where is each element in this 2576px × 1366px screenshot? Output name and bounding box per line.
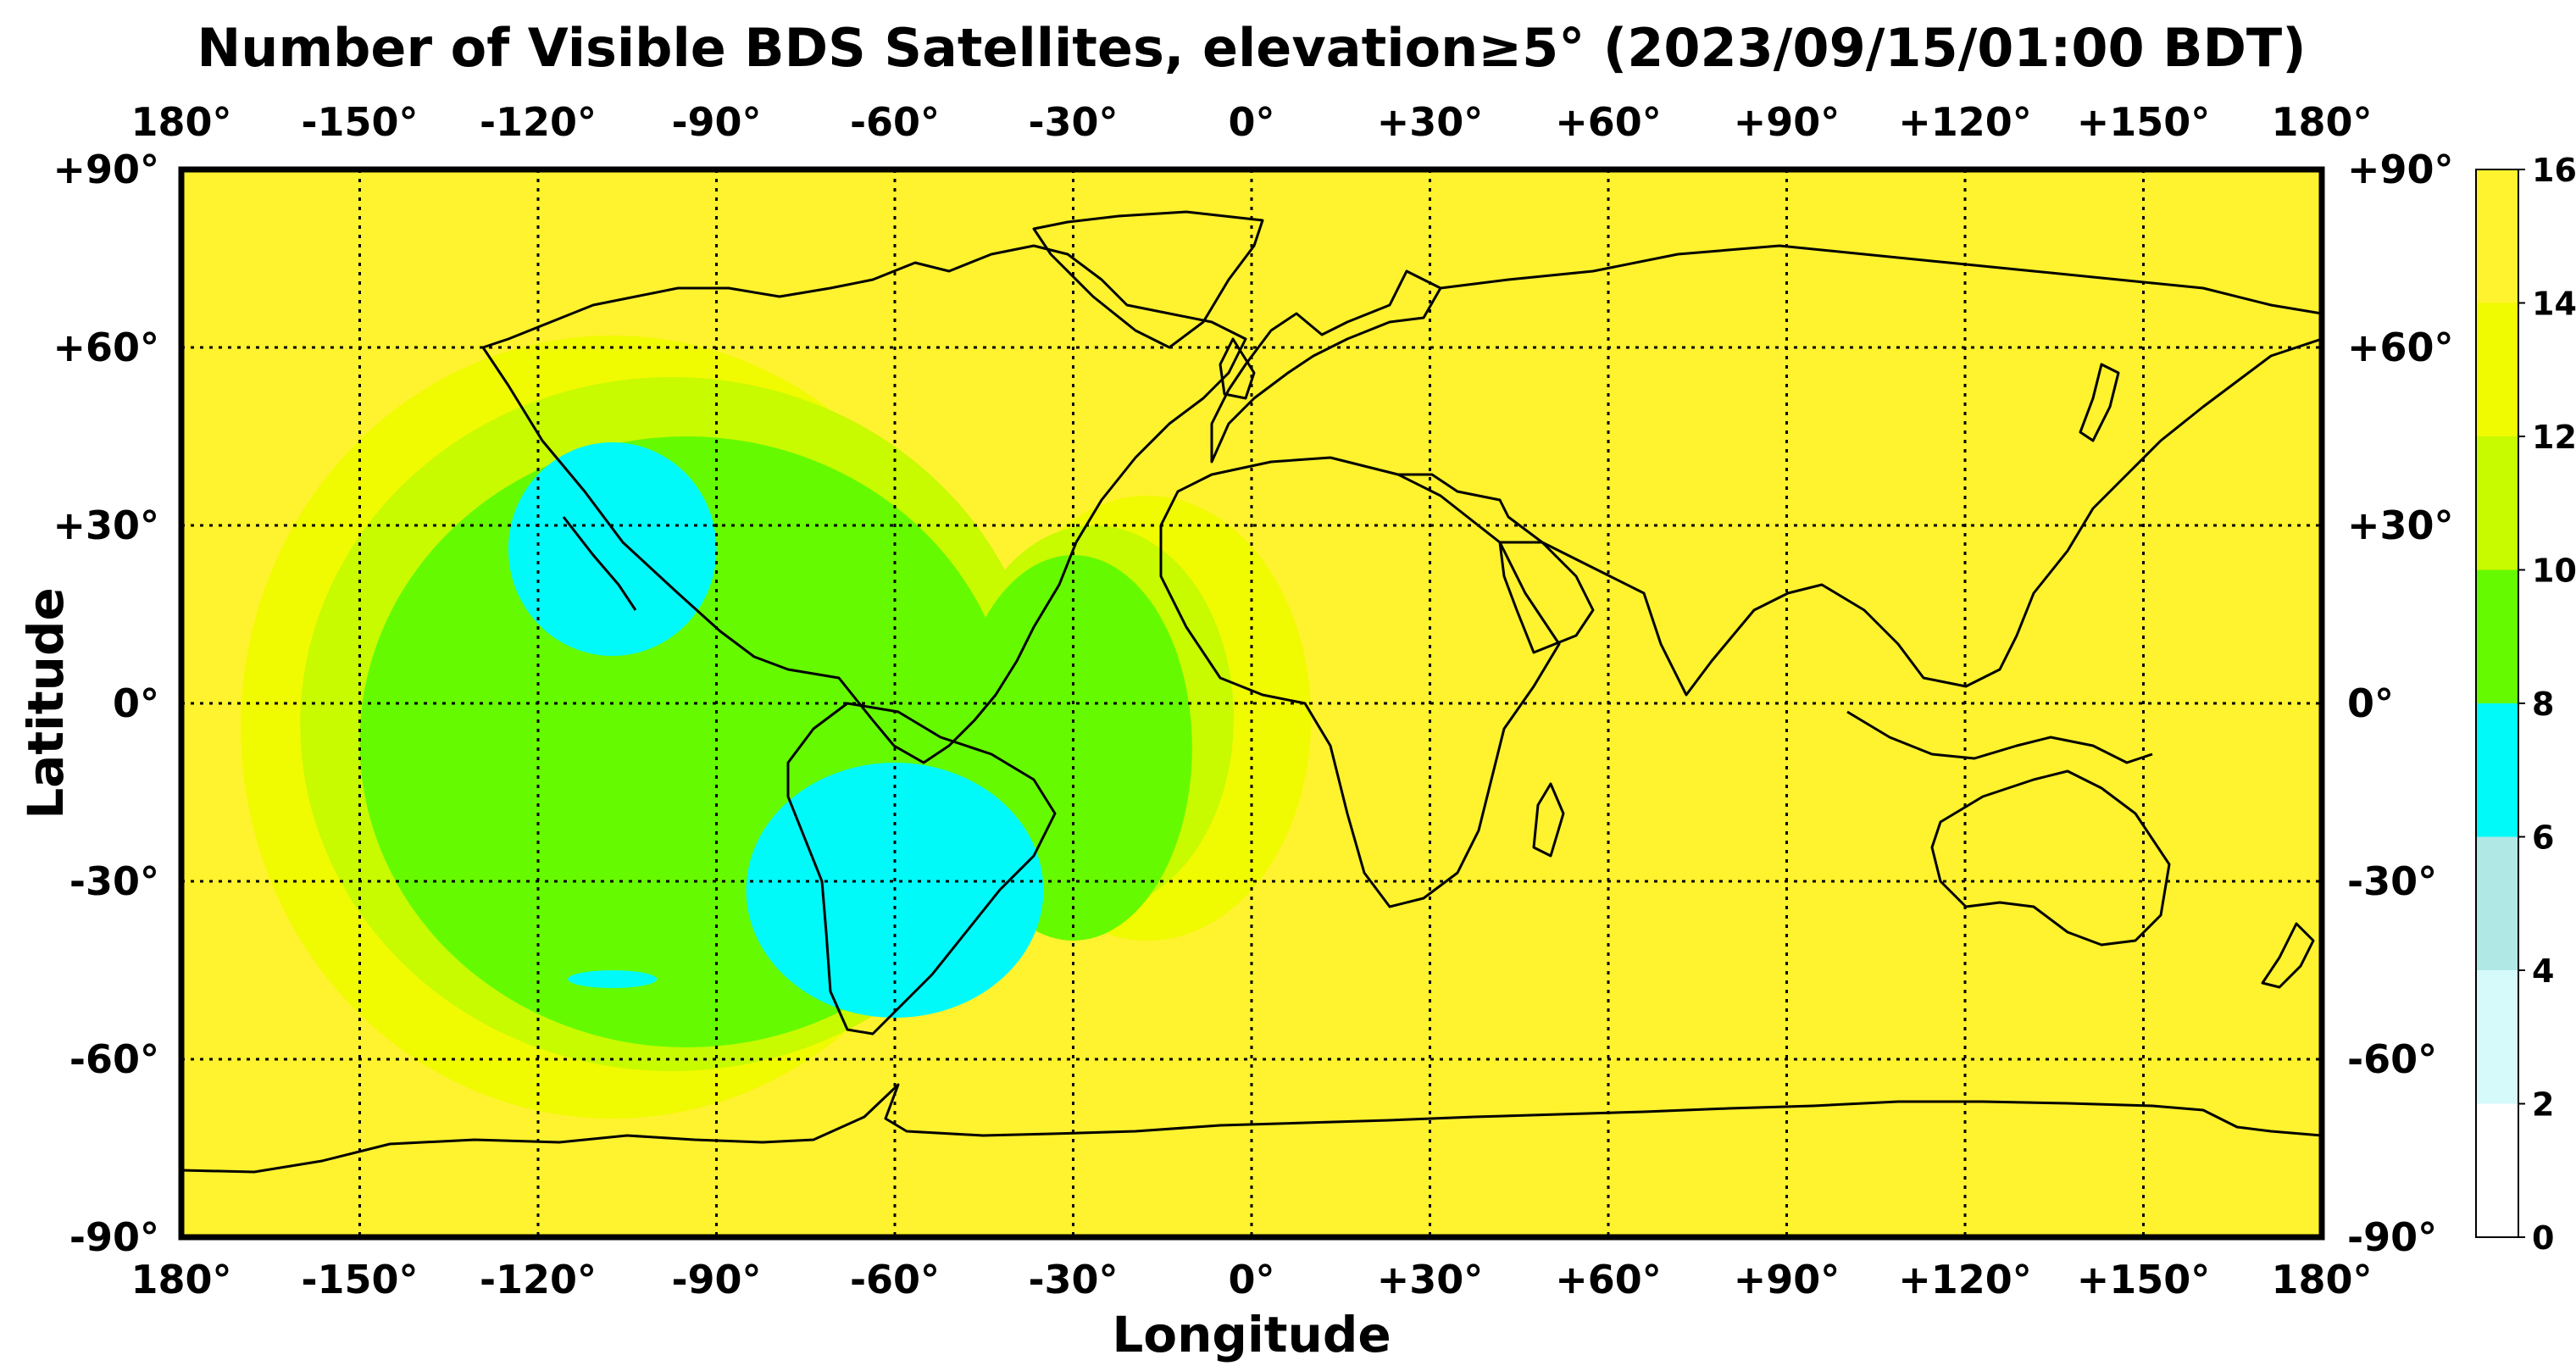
gridlines [181, 169, 2322, 1237]
colorbar-tick-label: 0 [2532, 1219, 2554, 1257]
colorbar-tick-label: 16 [2532, 152, 2576, 189]
latitude-ticks-left: +90° +60° +30° 0° -30° -60° -90° [53, 147, 159, 1260]
coastline-arabia [1498, 541, 1595, 654]
lat-tick-right: -30° [2347, 858, 2437, 904]
coastline-japan [2079, 363, 2120, 442]
map-area [181, 169, 2322, 1237]
lon-tick-top: 180° [130, 99, 231, 145]
lon-tick-top: -60° [850, 99, 940, 145]
map-frame [178, 166, 2325, 1241]
lat-tick-right: -90° [2347, 1214, 2437, 1260]
colorbar-tick-label: 4 [2532, 952, 2554, 990]
colorbar-tick-label: 12 [2532, 419, 2576, 456]
visibility-region-7 [508, 442, 717, 656]
coastline-baja [562, 516, 637, 611]
coastline-indonesia [1846, 710, 2153, 764]
colorbar-band [2476, 1103, 2518, 1237]
lon-tick-bottom: 0° [1228, 1257, 1274, 1302]
lat-tick-left: +90° [53, 147, 159, 192]
lon-tick-top: +60° [1555, 99, 1662, 145]
colorbar-band [2476, 436, 2518, 570]
coastline-europe [1210, 269, 1442, 464]
lat-tick-left: -90° [69, 1214, 159, 1260]
colorbar-tick-label: 14 [2532, 286, 2576, 323]
visibility-region-9 [568, 970, 658, 988]
lon-tick-bottom: +90° [1734, 1257, 1840, 1302]
coastline-uk [1219, 337, 1256, 400]
lat-tick-left: -30° [69, 858, 159, 904]
lon-tick-top: -90° [671, 99, 761, 145]
colorbar-tick-label: 2 [2532, 1086, 2554, 1124]
lat-tick-right: +90° [2347, 147, 2454, 192]
coastline-asia [1398, 244, 2322, 697]
lat-tick-left: +30° [53, 503, 159, 548]
colorbar-band [2476, 970, 2518, 1104]
lon-tick-bottom: -30° [1028, 1257, 1118, 1302]
lat-tick-right: +60° [2347, 325, 2454, 370]
coastline-north-america [481, 244, 1247, 764]
lat-tick-left: -60° [69, 1036, 159, 1082]
lon-tick-top: -120° [480, 99, 597, 145]
coastline-greenland [1032, 210, 1264, 349]
lon-tick-bottom: +150° [2077, 1257, 2211, 1302]
colorbar-tick-label: 8 [2532, 686, 2554, 723]
lon-tick-bottom: 180° [130, 1257, 231, 1302]
colorbar-ticks: 16 14 12 10 8 6 4 2 0 [2518, 152, 2576, 1257]
lat-tick-right: -60° [2347, 1036, 2437, 1082]
lon-tick-bottom: +60° [1555, 1257, 1662, 1302]
lon-tick-bottom: -90° [671, 1257, 761, 1302]
lon-tick-top: 0° [1228, 99, 1274, 145]
lat-tick-left: +60° [53, 325, 159, 370]
lon-tick-top: +150° [2077, 99, 2211, 145]
x-axis-label: Longitude [1112, 1306, 1391, 1363]
colorbar-tick-label: 6 [2532, 819, 2554, 857]
lat-tick-left: 0° [113, 680, 159, 726]
chart-title: Number of Visible BDS Satellites, elevat… [197, 17, 2306, 79]
latitude-ticks-right: +90° +60° +30° 0° -30° -60° -90° [2347, 147, 2454, 1260]
lon-tick-bottom: +30° [1377, 1257, 1484, 1302]
longitude-ticks-top: 180° -150° -120° -90° -60° -30° 0° +30° +60° +90°… [130, 99, 2372, 145]
colorbar-band [2476, 569, 2518, 703]
lon-tick-bottom: +120° [1898, 1257, 2032, 1302]
coastline-australia [1930, 769, 2171, 947]
colorbar-band [2476, 836, 2518, 970]
lat-tick-right: +30° [2347, 503, 2454, 548]
longitude-ticks-bottom: 180° -150° -120° -90° -60° -30° 0° +30° +60° +90°… [130, 1257, 2372, 1302]
coastlines [181, 210, 2322, 1174]
coastline-africa [1159, 456, 1561, 908]
colorbar [2475, 169, 2519, 1238]
lon-tick-top: +90° [1734, 99, 1840, 145]
colorbar-tick-label: 10 [2532, 553, 2576, 590]
colorbar-band [2476, 303, 2518, 436]
lon-tick-bottom: -60° [850, 1257, 940, 1302]
lon-tick-top: +30° [1377, 99, 1484, 145]
coastline-antarctica [181, 1083, 2322, 1174]
lon-tick-top: -150° [301, 99, 418, 145]
lon-tick-top: -30° [1028, 99, 1118, 145]
lat-tick-right: 0° [2347, 680, 2394, 726]
lon-tick-bottom: 180° [2271, 1257, 2372, 1302]
visibility-regions [241, 336, 1312, 1119]
lon-tick-bottom: -150° [301, 1257, 418, 1302]
coastline-new-zealand [2261, 922, 2315, 989]
lon-tick-bottom: -120° [480, 1257, 597, 1302]
lon-tick-top: +120° [1898, 99, 2032, 145]
colorbar-band [2476, 703, 2518, 837]
coastline-south-america [786, 702, 1057, 1036]
y-axis-label: Latitude [17, 587, 75, 819]
coastline-madagascar [1532, 782, 1565, 858]
colorbar-band [2476, 169, 2518, 303]
lon-tick-top: 180° [2271, 99, 2372, 145]
